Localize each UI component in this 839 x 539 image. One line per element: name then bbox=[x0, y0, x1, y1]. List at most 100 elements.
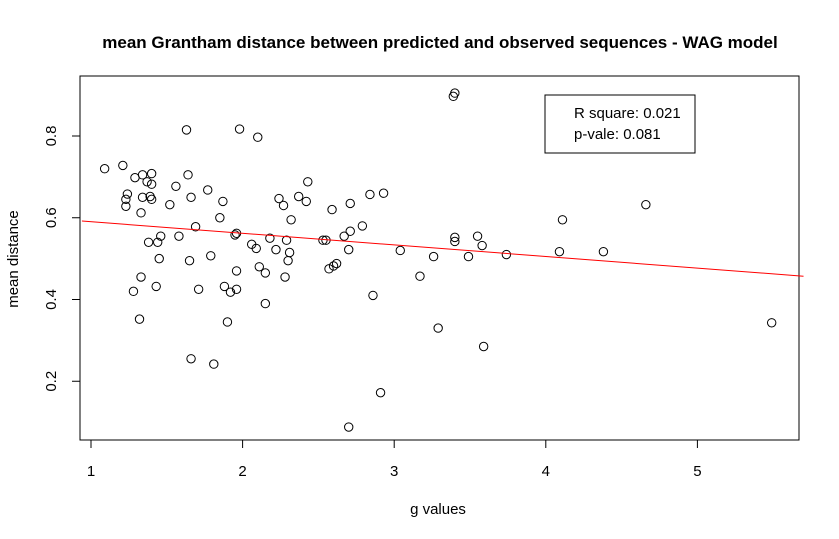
data-point bbox=[450, 88, 460, 98]
data-point bbox=[186, 192, 196, 203]
data-point bbox=[271, 244, 281, 255]
regression-line bbox=[81, 220, 804, 277]
data-point bbox=[137, 192, 148, 203]
data-point bbox=[218, 196, 228, 207]
data-point bbox=[478, 341, 489, 352]
data-point bbox=[472, 231, 483, 241]
data-point bbox=[327, 204, 337, 215]
x-tick-label: 5 bbox=[693, 463, 701, 480]
data-point bbox=[477, 240, 487, 251]
data-point bbox=[174, 231, 184, 241]
x-tick-label: 2 bbox=[238, 463, 246, 480]
data-point bbox=[450, 232, 460, 243]
data-point bbox=[209, 359, 219, 369]
chart-title: mean Grantham distance between predicted… bbox=[102, 33, 777, 52]
data-point bbox=[186, 354, 196, 364]
data-point bbox=[281, 235, 292, 245]
data-point bbox=[598, 246, 609, 257]
data-point bbox=[190, 222, 201, 232]
data-point bbox=[324, 264, 334, 274]
data-point bbox=[339, 231, 349, 241]
data-point bbox=[146, 168, 157, 179]
data-point bbox=[253, 132, 263, 142]
data-point bbox=[230, 230, 240, 240]
data-point bbox=[301, 196, 311, 207]
data-point bbox=[284, 247, 295, 258]
y-axis: 0.2 0.4 0.6 0.8 bbox=[43, 126, 81, 392]
data-point bbox=[378, 188, 389, 198]
data-point bbox=[154, 253, 164, 264]
data-point bbox=[142, 177, 152, 187]
data-point bbox=[153, 237, 163, 247]
data-point bbox=[251, 243, 261, 254]
data-points bbox=[99, 88, 777, 432]
data-point bbox=[283, 255, 293, 266]
data-point bbox=[463, 251, 474, 262]
data-point bbox=[184, 255, 195, 266]
legend-p-value: p-vale: 0.081 bbox=[574, 126, 661, 143]
data-point bbox=[331, 258, 342, 269]
data-point bbox=[365, 189, 375, 200]
legend-r-square: R square: 0.021 bbox=[574, 105, 681, 122]
data-point bbox=[151, 281, 161, 292]
y-tick-label: 0.2 bbox=[43, 371, 60, 392]
data-point bbox=[450, 236, 460, 247]
data-point bbox=[344, 244, 354, 255]
data-point bbox=[215, 213, 225, 223]
data-point bbox=[156, 231, 166, 241]
data-point bbox=[303, 177, 313, 187]
data-point bbox=[368, 290, 378, 301]
y-tick-label: 0.6 bbox=[43, 207, 60, 228]
data-point bbox=[231, 266, 242, 276]
data-point bbox=[206, 251, 216, 261]
data-point bbox=[274, 193, 284, 204]
data-point bbox=[328, 261, 339, 271]
data-point bbox=[344, 422, 354, 432]
data-point bbox=[118, 160, 128, 171]
data-point bbox=[183, 170, 193, 180]
data-point bbox=[136, 208, 146, 218]
data-point bbox=[203, 185, 213, 195]
y-tick-label: 0.8 bbox=[43, 126, 60, 147]
data-point bbox=[345, 198, 355, 209]
data-point bbox=[293, 191, 304, 202]
data-point bbox=[415, 271, 425, 281]
y-tick-label: 0.4 bbox=[43, 289, 60, 310]
data-point bbox=[225, 287, 236, 297]
data-point bbox=[165, 199, 175, 210]
data-point bbox=[254, 262, 264, 272]
data-point bbox=[557, 215, 568, 225]
x-axis: 1 2 3 4 5 bbox=[87, 439, 702, 480]
x-tick-label: 4 bbox=[542, 463, 550, 480]
data-point bbox=[265, 233, 275, 243]
data-point bbox=[554, 246, 565, 257]
data-point bbox=[128, 286, 139, 297]
data-point bbox=[234, 124, 245, 134]
data-point bbox=[193, 284, 204, 294]
data-point bbox=[433, 323, 443, 333]
data-point bbox=[145, 191, 155, 202]
y-axis-label: mean distance bbox=[5, 210, 22, 308]
data-point bbox=[222, 317, 233, 327]
data-point bbox=[171, 181, 181, 191]
data-point bbox=[286, 215, 296, 225]
data-point bbox=[121, 201, 131, 212]
data-point bbox=[357, 221, 368, 231]
data-point bbox=[278, 200, 289, 211]
data-point bbox=[375, 387, 386, 398]
legend: R square: 0.021 p-vale: 0.081 bbox=[544, 94, 696, 154]
data-point bbox=[280, 272, 290, 282]
data-point bbox=[231, 284, 242, 294]
data-point bbox=[121, 194, 131, 205]
data-point bbox=[501, 249, 512, 260]
data-point bbox=[99, 164, 110, 174]
data-point bbox=[219, 281, 230, 292]
x-axis-label: g values bbox=[410, 501, 466, 518]
data-point bbox=[137, 170, 148, 180]
x-tick-label: 3 bbox=[390, 463, 398, 480]
x-tick-label: 1 bbox=[87, 463, 95, 480]
data-point bbox=[428, 251, 439, 262]
data-point bbox=[181, 125, 192, 135]
data-point bbox=[146, 194, 157, 205]
